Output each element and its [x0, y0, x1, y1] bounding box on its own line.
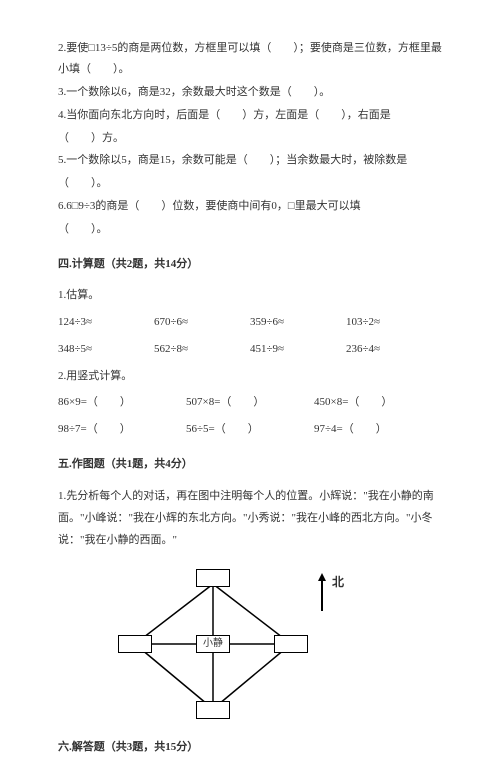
calc-item: 124÷3≈	[58, 312, 154, 333]
calc-item: 103÷2≈	[346, 312, 442, 333]
vert-item: 98÷7=（ ）	[58, 419, 186, 440]
calc-item: 451÷9≈	[250, 339, 346, 360]
arrow-head-icon	[318, 573, 326, 581]
arrow-line-icon	[321, 581, 323, 611]
vert-row-2: 98÷7=（ ） 56÷5=（ ） 97÷4=（ ）	[58, 419, 442, 440]
vert-item: 86×9=（ ）	[58, 392, 186, 413]
question-3: 3.一个数除以6，商是32，余数最大时这个数是（ ）。	[58, 82, 442, 103]
section-4-title: 四.计算题（共2题，共14分）	[58, 254, 442, 275]
vert-item: 97÷4=（ ）	[314, 419, 442, 440]
section-6-title: 六.解答题（共3题，共15分）	[58, 737, 442, 758]
calc-item: 236÷4≈	[346, 339, 442, 360]
north-arrow: 北	[318, 573, 344, 611]
node-center: 小静	[196, 635, 230, 653]
north-label: 北	[332, 571, 344, 594]
question-6-line1: 6.6□9÷3的商是（ ）位数，要使商中间有0，□里最大可以填	[58, 196, 442, 217]
calc-item: 562÷8≈	[154, 339, 250, 360]
question-6-line2: （ ）。	[58, 219, 442, 240]
node-left	[118, 635, 152, 653]
question-2: 2.要使□13÷5的商是两位数，方框里可以填（ ）；要使商是三位数，方框里最小填…	[58, 38, 442, 80]
node-top	[196, 569, 230, 587]
calc-item: 348÷5≈	[58, 339, 154, 360]
s4-sub2: 2.用竖式计算。	[58, 366, 442, 387]
position-diagram: 小静 北	[118, 569, 338, 719]
section-5-title: 五.作图题（共1题，共4分）	[58, 454, 442, 475]
vert-item: 450×8=（ ）	[314, 392, 442, 413]
question-5-line1: 5.一个数除以5，商是15，余数可能是（ ）；当余数最大时，被除数是	[58, 150, 442, 171]
calc-row-1: 124÷3≈ 670÷6≈ 359÷6≈ 103÷2≈	[58, 312, 442, 333]
calc-item: 670÷6≈	[154, 312, 250, 333]
question-4-line2: （ ）方。	[58, 128, 442, 149]
question-4-line1: 4.当你面向东北方向时，后面是（ ）方，左面是（ ），右面是	[58, 105, 442, 126]
s5-paragraph: 1.先分析每个人的对话，再在图中注明每个人的位置。小辉说："我在小静的南面。"小…	[58, 485, 442, 551]
node-right	[274, 635, 308, 653]
s4-sub1: 1.估算。	[58, 285, 442, 306]
question-5-line2: （ ）。	[58, 173, 442, 194]
vert-item: 56÷5=（ ）	[186, 419, 314, 440]
vert-row-1: 86×9=（ ） 507×8=（ ） 450×8=（ ）	[58, 392, 442, 413]
calc-row-2: 348÷5≈ 562÷8≈ 451÷9≈ 236÷4≈	[58, 339, 442, 360]
vert-item: 507×8=（ ）	[186, 392, 314, 413]
node-bottom	[196, 701, 230, 719]
calc-item: 359÷6≈	[250, 312, 346, 333]
